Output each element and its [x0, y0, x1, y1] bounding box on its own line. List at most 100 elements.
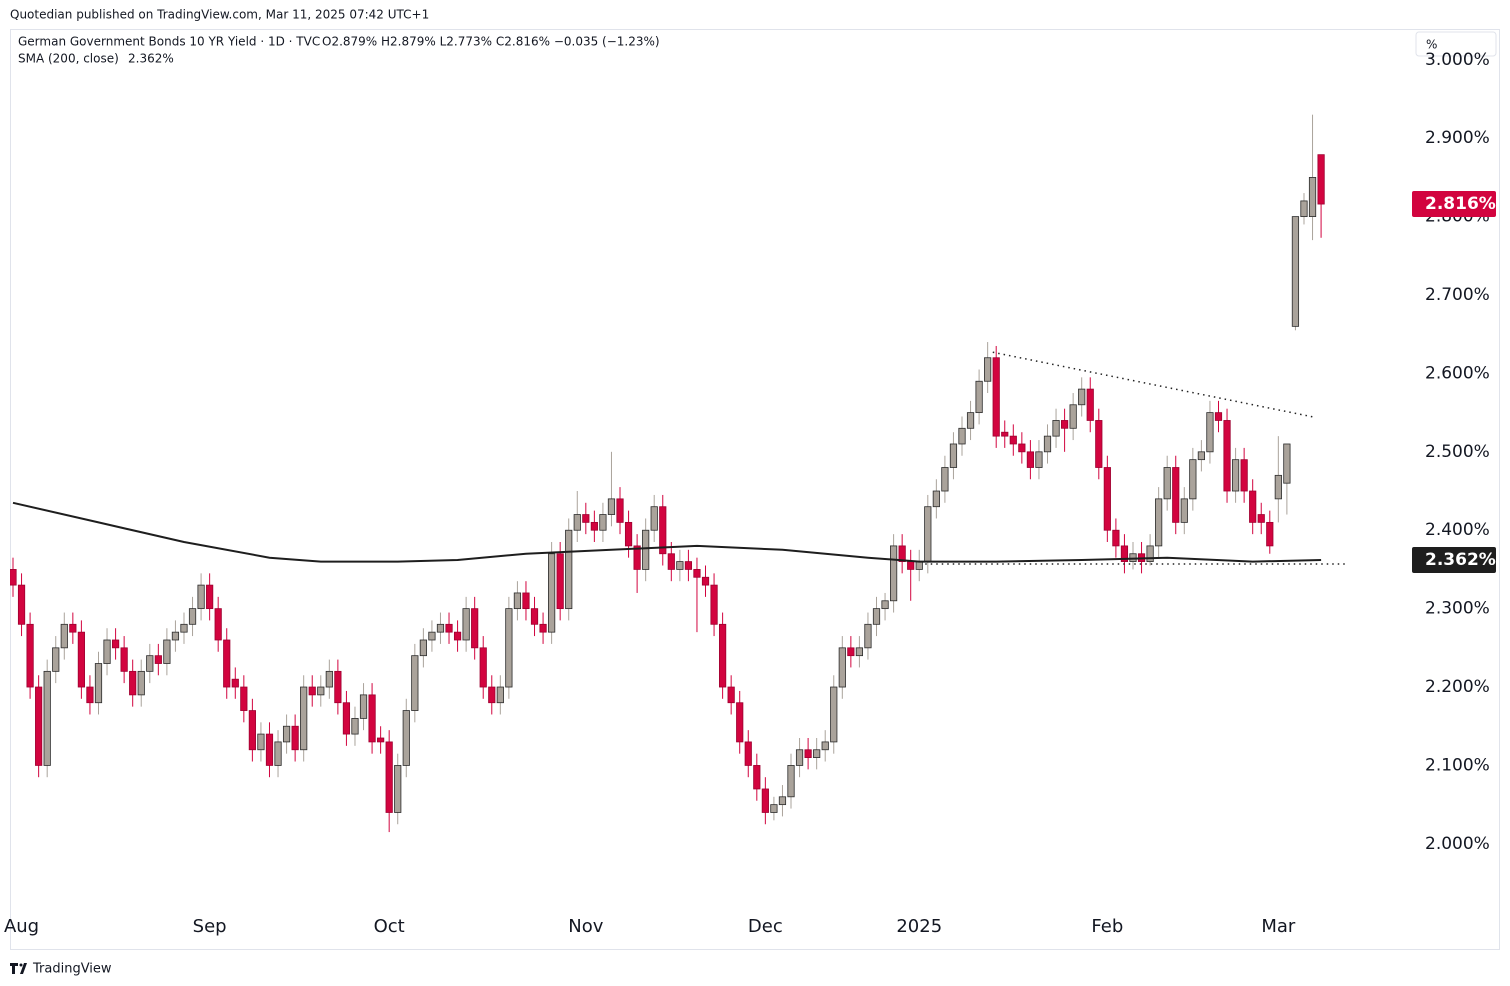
unit-button[interactable]	[1415, 31, 1497, 57]
candle-body	[821, 741, 829, 751]
candle-body	[1180, 498, 1188, 523]
y-tick-label: 2.300%	[1425, 599, 1490, 619]
candle-body	[197, 584, 205, 610]
candle-body	[1026, 451, 1034, 468]
candle-body	[753, 765, 761, 790]
candle-body	[642, 529, 650, 570]
candle-body	[43, 670, 51, 766]
candle-body	[231, 678, 239, 688]
candle-body	[428, 631, 436, 641]
candle-body	[539, 623, 547, 633]
candle-body	[291, 725, 299, 751]
candle-body	[1240, 459, 1248, 492]
candle-body	[60, 623, 68, 649]
candle-body	[103, 639, 111, 664]
candle-body	[693, 569, 701, 578]
legend-sma: SMA (200, close)	[18, 52, 119, 66]
candle-body	[778, 796, 787, 806]
candle-body	[1308, 177, 1317, 218]
legend-ohlc: O2.879% H2.879% L2.773% C2.816% −0.035 (…	[322, 35, 660, 49]
y-tick-label: 3.000%	[1425, 50, 1490, 70]
candle-body	[411, 655, 419, 711]
candle-body	[240, 686, 248, 711]
candle-body	[949, 443, 958, 468]
candle-body	[607, 498, 616, 515]
candle-body	[616, 498, 624, 523]
candle-body	[984, 357, 992, 382]
candle-body	[1009, 435, 1017, 445]
candle-body	[1266, 521, 1274, 547]
y-tick-label: 2.700%	[1425, 285, 1490, 305]
published: Quotedian published on TradingView.com, …	[10, 8, 429, 22]
candle-body	[1172, 467, 1180, 523]
y-tick-label: 2.400%	[1425, 520, 1490, 540]
candle-body	[248, 710, 256, 751]
candle-body	[1001, 431, 1009, 437]
candle-body	[257, 733, 265, 751]
sma-tag-label: 2.362%	[1425, 550, 1496, 570]
candle-body	[881, 600, 889, 610]
candle-body	[684, 561, 693, 570]
candle-body	[667, 553, 675, 570]
candle-body	[599, 514, 607, 531]
candle-body	[1035, 451, 1043, 468]
candle-body	[342, 702, 351, 735]
candle-body	[1103, 467, 1111, 531]
candle-body	[436, 623, 445, 633]
candle-body	[958, 427, 966, 445]
candle-body	[1249, 490, 1257, 523]
candle-body	[265, 733, 274, 766]
candle-body	[548, 553, 556, 633]
x-tick-label: Sep	[193, 916, 227, 937]
candle-body	[52, 647, 60, 672]
candle-body	[556, 553, 564, 610]
candle-body	[761, 788, 769, 813]
candle-body	[1095, 420, 1103, 468]
candle-body	[813, 749, 821, 758]
plot	[10, 114, 1348, 833]
candle-body	[462, 608, 470, 641]
candle-body	[10, 569, 17, 586]
candle-body	[1300, 200, 1308, 218]
unit-label[interactable]: %	[1426, 38, 1437, 52]
candle-body	[770, 804, 778, 813]
x-tick-label: Oct	[374, 916, 405, 937]
candle-body	[633, 545, 641, 570]
candle-body	[582, 514, 590, 523]
candle-body	[214, 608, 222, 641]
sma-line	[12, 501, 1322, 563]
candle-body	[565, 529, 573, 610]
candle-body	[966, 412, 975, 429]
y-tick-label: 2.100%	[1425, 755, 1490, 775]
candle-body	[188, 608, 197, 625]
candle-body	[1274, 474, 1282, 500]
candle-body	[77, 631, 85, 688]
candle-body	[453, 631, 462, 641]
candle-body	[274, 741, 282, 766]
candle-body	[445, 623, 453, 633]
candle-body	[1189, 459, 1197, 500]
candle-body	[359, 694, 368, 719]
candle-body	[1223, 420, 1231, 492]
candle-body	[111, 639, 120, 649]
candle-body	[377, 737, 385, 743]
legend-symbol: German Government Bonds 10 YR Yield · 1D…	[18, 35, 320, 49]
candle-body	[505, 608, 513, 688]
candle-body	[1155, 498, 1163, 547]
candle-body	[650, 506, 658, 531]
candle-body	[1317, 154, 1325, 205]
sma-tag-box	[1412, 547, 1496, 574]
y-tick-label: 2.600%	[1425, 363, 1490, 383]
candle-body	[624, 521, 633, 547]
candle-body	[479, 647, 487, 688]
candle-body	[1086, 388, 1094, 421]
candle-body	[471, 608, 479, 649]
candle-body	[787, 765, 795, 798]
candle-body	[530, 608, 539, 625]
candle-body	[975, 380, 983, 414]
candle-body	[146, 655, 154, 672]
candle-body	[334, 670, 342, 704]
candle-body	[1052, 420, 1060, 437]
y-tick-label: 2.900%	[1425, 128, 1490, 148]
candle-body	[847, 647, 855, 657]
